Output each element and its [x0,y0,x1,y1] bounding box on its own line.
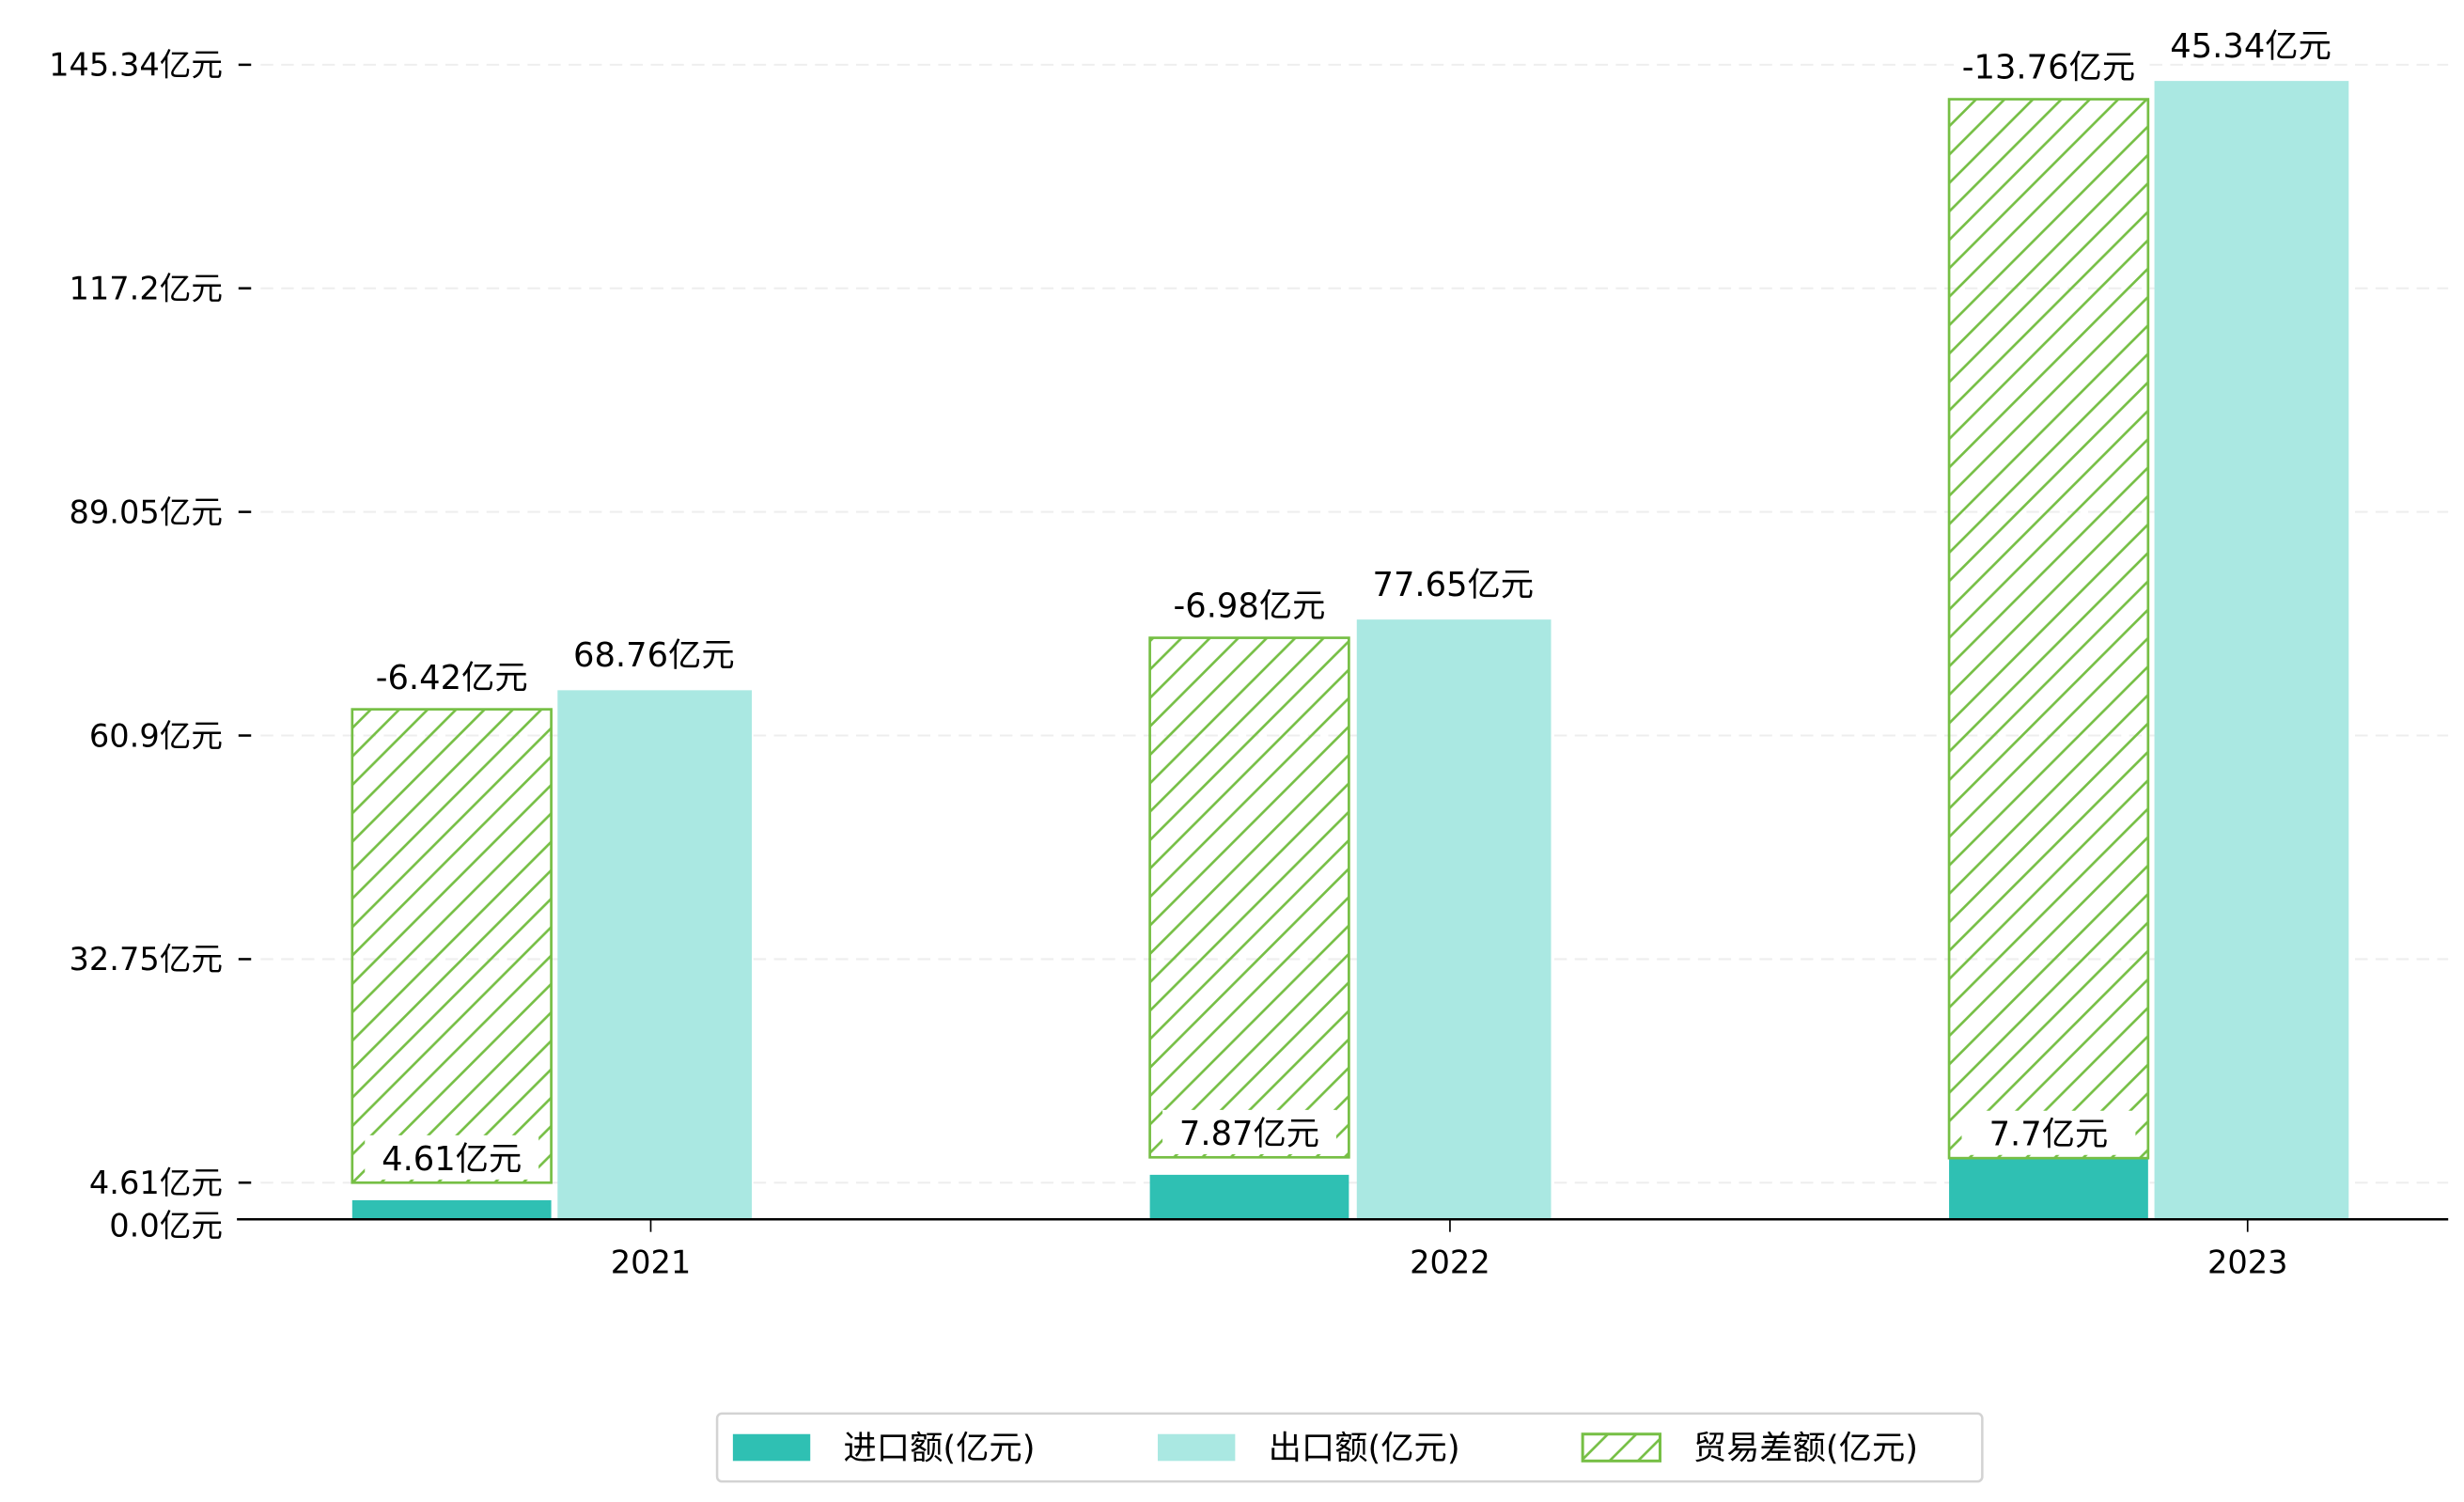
grid-lines [260,63,2449,1184]
trade-balance-bar [351,708,553,1184]
x-tick-label: 2021 [611,1244,692,1280]
data-labels: -6.42亿元 68.76亿元 4.61亿元 -6.98亿元 77.65亿元 7.87亿元… [356,27,2331,1180]
x-tick-label: 2022 [1410,1244,1490,1280]
label-background [356,655,547,703]
import-label: 7.87亿元 [1179,1115,1319,1153]
y-axis: 0.0亿元 4.61亿元 32.75亿元 60.9亿元 89.05亿元 117.2亿元 14… [49,47,252,1244]
legend-swatch-import [732,1433,811,1462]
legend-swatch-export [1158,1433,1236,1462]
export-bar [557,690,753,1220]
y-tick-label: 145.34亿元 [49,47,223,84]
trade-balance-label: -13.76亿元 [1962,49,2135,87]
import-bar [1149,1174,1349,1220]
y-tick-label: 0.0亿元 [109,1208,223,1244]
y-tick-label: 32.75亿元 [70,941,223,978]
import-bar [351,1199,552,1220]
label-background [1162,1109,1336,1154]
y-tick-label: 4.61亿元 [89,1165,223,1201]
import-label: 7.7亿元 [1989,1116,2109,1154]
export-label: 77.65亿元 [1373,566,1535,604]
legend-label: 出口额(亿元) [1269,1430,1460,1468]
label-background [365,1134,539,1180]
y-tick-label: 89.05亿元 [70,493,223,530]
bars [351,81,2349,1220]
legend-label: 贸易差额(亿元) [1693,1430,1918,1468]
x-tick-label: 2023 [2207,1244,2288,1280]
trade-balance-bar [1148,636,1350,1159]
export-bar [2154,81,2349,1220]
export-label: 68.76亿元 [573,636,735,675]
x-axis: 2021 2022 2023 [611,1219,2288,1280]
import-bar [1949,1158,2148,1220]
y-tick-label: 117.2亿元 [70,270,223,306]
label-background [1961,1110,2136,1155]
label-background [1954,45,2144,93]
y-tick-label: 60.9亿元 [89,717,223,754]
legend: 进口额(亿元) 出口额(亿元) 贸易差额(亿元) [715,1412,1984,1483]
trade-balance-label: -6.98亿元 [1174,587,1326,626]
legend-label: 进口额(亿元) [844,1430,1036,1468]
legend-swatch-trade-balance [1581,1432,1662,1463]
export-label: 45.34亿元 [2170,27,2331,66]
label-background [1154,584,1345,632]
import-label: 4.61亿元 [382,1140,522,1179]
trade-balance-label: -6.42亿元 [376,659,528,697]
trade-balance-bar [1947,98,2150,1160]
export-bar [1356,619,1552,1220]
